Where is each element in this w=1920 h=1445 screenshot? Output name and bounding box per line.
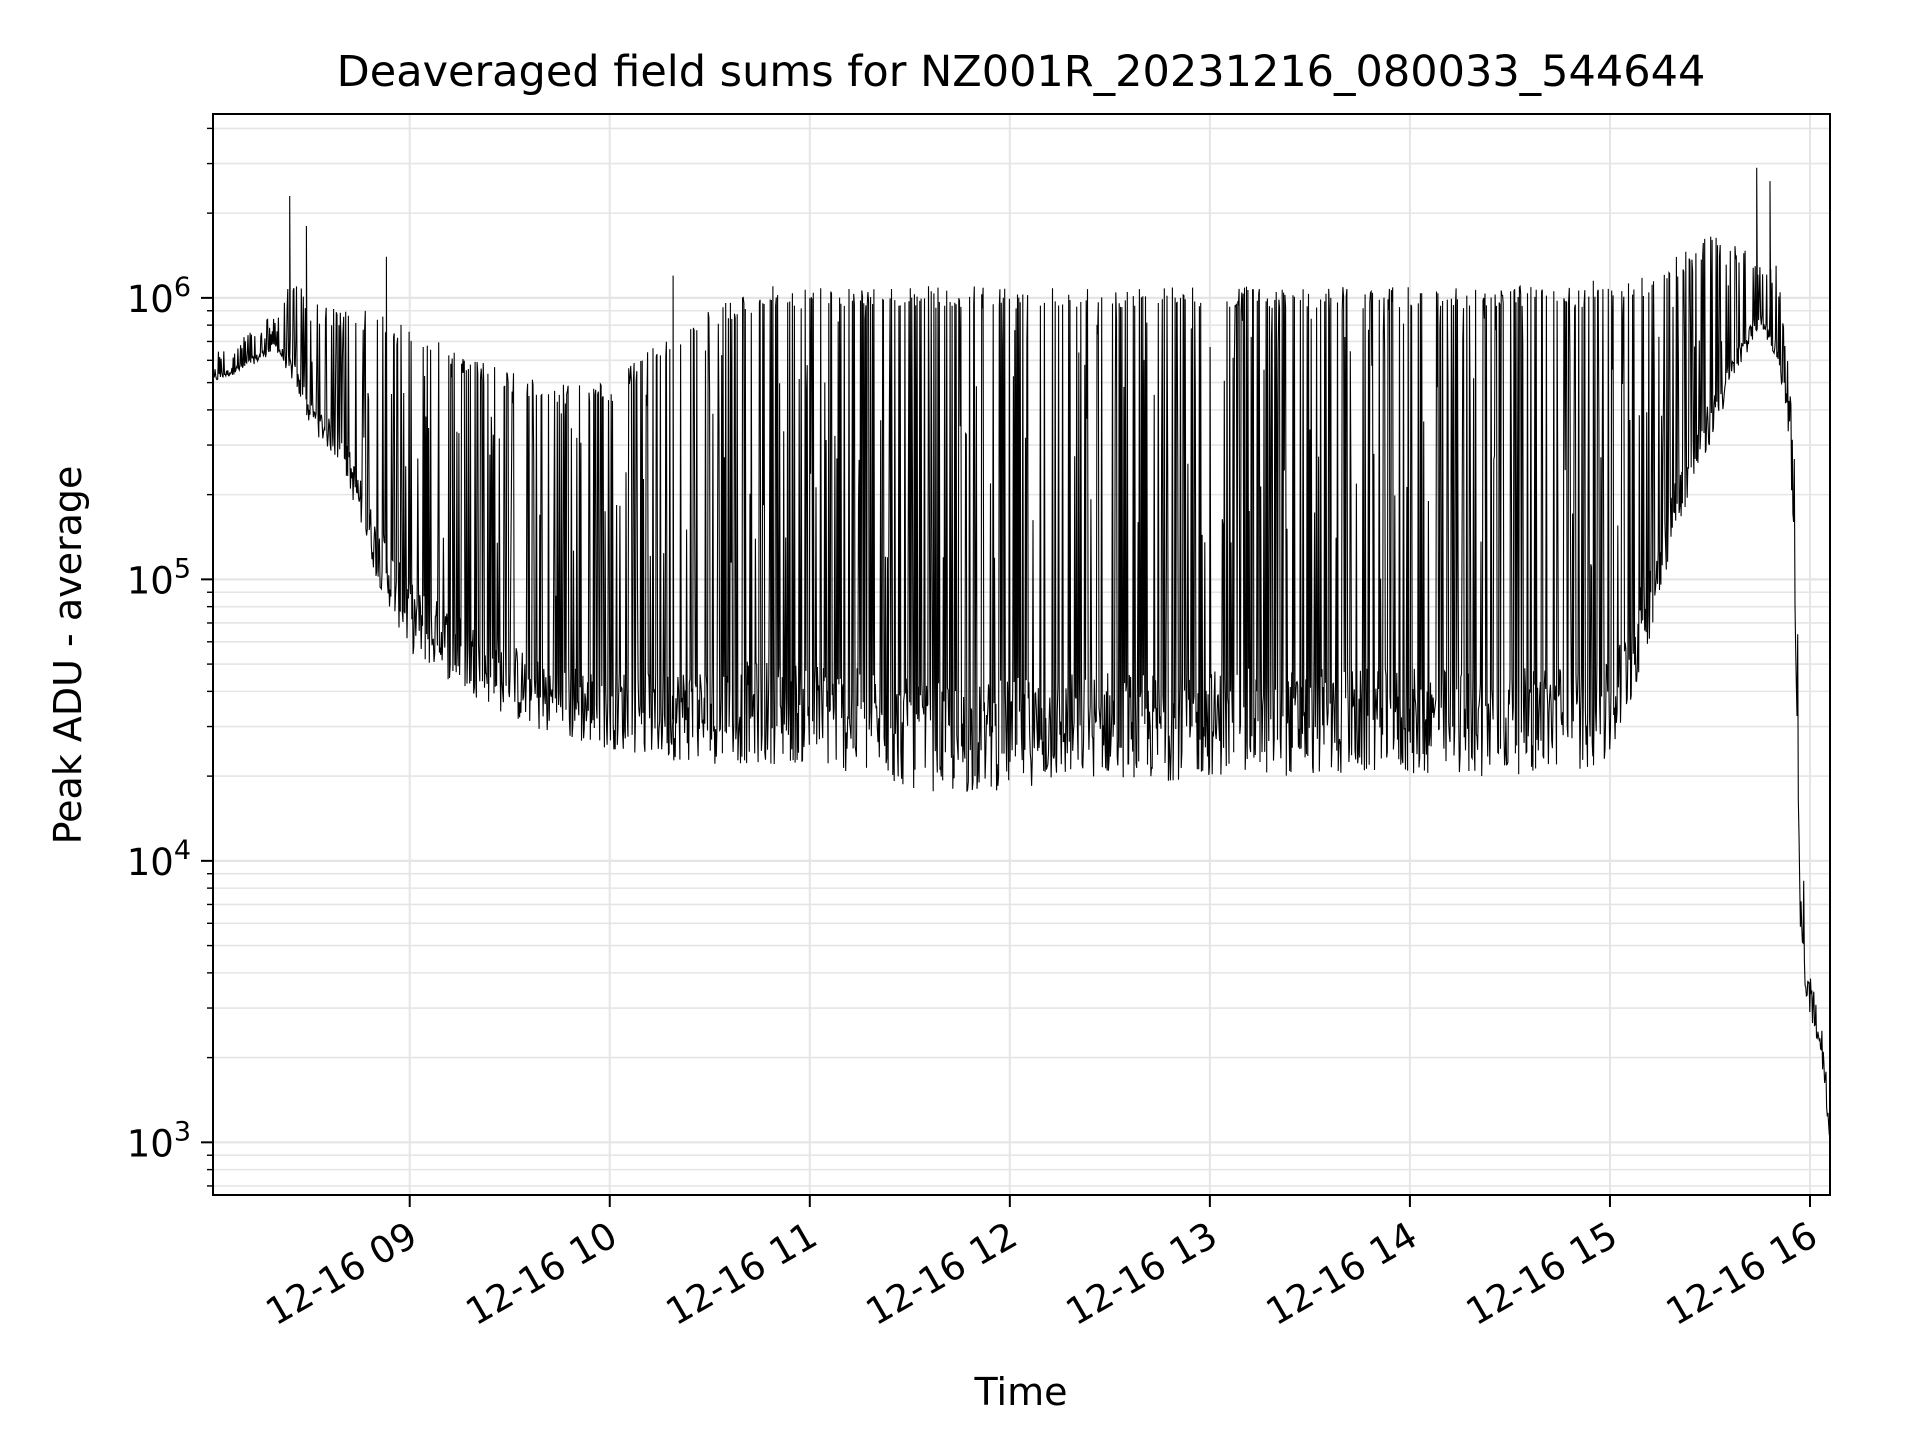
y-tick-label: 104 xyxy=(127,835,191,884)
y-tick-label: 103 xyxy=(127,1116,191,1165)
grid-lines xyxy=(213,114,1830,1195)
y-tick-label: 106 xyxy=(127,272,191,321)
chart-title: Deaveraged field sums for NZ001R_2023121… xyxy=(337,47,1706,97)
data-series xyxy=(212,167,1831,1137)
series-line xyxy=(212,167,1831,1137)
x-axis-label: Time xyxy=(974,1370,1068,1414)
y-tick-label: 105 xyxy=(127,553,191,602)
plot-frame xyxy=(212,113,1831,1196)
y-axis-label: Peak ADU - average xyxy=(46,466,90,845)
